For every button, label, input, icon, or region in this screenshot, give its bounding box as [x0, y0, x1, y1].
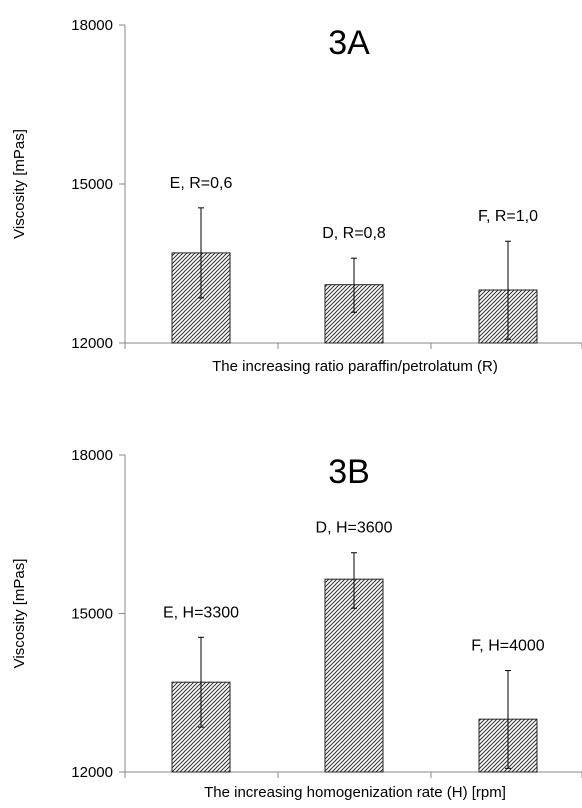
bar-label: E, R=0,6	[170, 175, 233, 192]
x-axis-title: The increasing ratio paraffin/petrolatum…	[212, 358, 498, 375]
bar-label: D, R=0,8	[322, 225, 386, 242]
y-tick-label: 18000	[71, 17, 113, 34]
chart-title: 3A	[328, 24, 370, 62]
y-tick-label: 12000	[71, 764, 113, 781]
chart-title: 3B	[328, 453, 370, 491]
y-tick-label: 15000	[71, 606, 113, 623]
chart-panel-1: 3A 12000 15000 18000 Viscosity [mPas] The inc…	[11, 17, 582, 375]
y-axis-title: Viscosity [mPas]	[11, 129, 28, 239]
y-tick-label: 12000	[71, 335, 113, 352]
bar-label: F, R=1,0	[478, 208, 538, 225]
bar-label: D, H=3600	[316, 520, 393, 537]
chart-panel-2: 3B 12000 15000 18000 Viscosity [mPas] The inc…	[11, 447, 582, 801]
bar-label: F, H=4000	[471, 638, 544, 655]
bar-label: E, H=3300	[163, 604, 239, 621]
x-axis-title: The increasing homogenization rate (H) […	[204, 784, 506, 801]
bar	[324, 578, 384, 773]
y-tick-label: 15000	[71, 176, 113, 193]
y-axis-title: Viscosity [mPas]	[11, 559, 28, 669]
y-tick-label: 18000	[71, 447, 113, 464]
